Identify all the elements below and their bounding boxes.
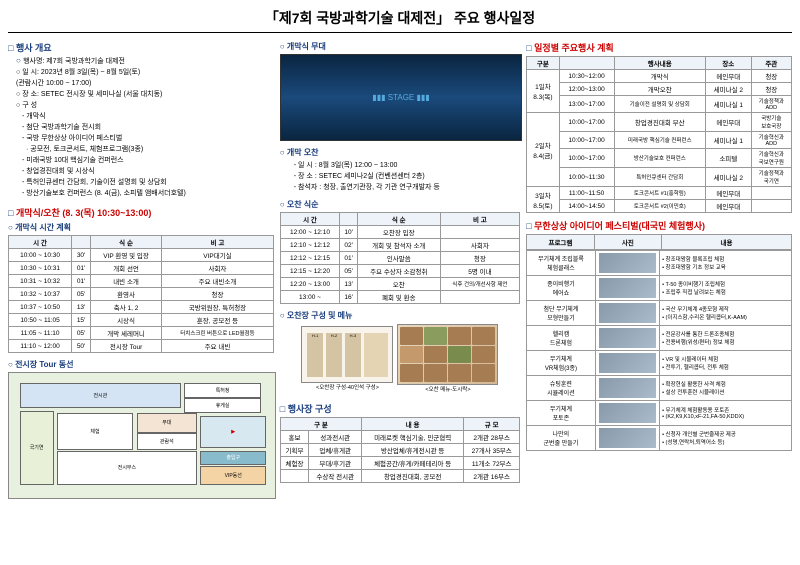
table-row: 11:05 ~ 11:1005′개막 세레머니터치스크린 버튼으로 LED월점등 bbox=[9, 327, 274, 340]
schedule-title: 일정별 주요행사 계획 bbox=[526, 41, 792, 54]
table-row: 12:00 ~ 12:1010′오찬장 입장 bbox=[280, 226, 519, 239]
venue-title: 행사장 구성 bbox=[280, 402, 520, 415]
schedule-table: 구분행사내용장소주관 1일차 8.3(목)10:30~12:00개막식메인무대청… bbox=[526, 56, 792, 213]
table-row: 12:00~13:00개막오찬세미나실 2청장 bbox=[527, 83, 792, 96]
table-row: 10:37 ~ 10:5013′축사 1, 2국방위원장, 특허청장 bbox=[9, 301, 274, 314]
component: 특허인큐센터 간담회, 기술이전 설명회 및 상담회 bbox=[22, 177, 274, 187]
lunch-title: 개막 오찬 bbox=[280, 147, 520, 158]
festival-row: 슈팅훈련 시뮬레이션• 확장현실 활용한 사격 체험• 설상 전투훈련 시뮬레이… bbox=[526, 376, 792, 401]
festival-row: 무기체계 포토존• 무기체계 체험활동용 포토존• (K2,K9,K10,xF-… bbox=[526, 401, 792, 426]
table-row: 10:30 ~ 10:3101′개회 선언사회자 bbox=[9, 262, 274, 275]
festival-row: 무기체계 조립블록 체험클래스• 창조대왕함 블록조립 체험• 창조대왕함 기초… bbox=[526, 250, 792, 276]
overview-item: 행사명: 제7회 국방과학기술 대제전 bbox=[16, 56, 274, 66]
table-row: 기획부업체/휴게관방산업체/휴게전시관 등27개사 35부스 bbox=[280, 444, 519, 457]
table-row: 1일차 8.3(목)10:30~12:00개막식메인무대청장 bbox=[527, 70, 792, 83]
table-row: 10:00~17:00방산기술보호 컨퍼런스소피텔기술혁신과 국보연구원 bbox=[527, 149, 792, 168]
floor-map: 전시관 특허청 휴게실 국기연 체험 무대 관람석 ▶ 전시부스 출입구 VIP… bbox=[8, 372, 276, 499]
festival-row: 종이비행기 에어쇼• T-50 종이비행기 조립체험• 조립후 직접 날려보는 … bbox=[526, 276, 792, 301]
lunch-info: 일 시 : 8월 3일(목) 12:00 ~ 13:00 bbox=[294, 160, 520, 170]
main-title: 「제7회 국방과학기술 대제전」 주요 행사일정 bbox=[8, 8, 792, 33]
opening-title: □ 개막식/오찬 (8. 3(목) 10:30~13:00) bbox=[8, 206, 274, 219]
table-row: 12:15 ~ 12:2005′주요 수상자 소감청취5명 이내 bbox=[280, 265, 519, 278]
table-row: 10:00 ~ 10:3030′VIP 환영 및 입장VIP대기실 bbox=[9, 249, 274, 262]
table-row: 수상작 전시관창업경진대회, 공모전2개관 16부스 bbox=[280, 470, 519, 483]
component: 개막식 bbox=[22, 111, 274, 121]
table-row: 11:10 ~ 12:0050′전시장 Tour주요 내빈 bbox=[9, 340, 274, 353]
component: 미래국방 10대 핵심기술 컨퍼런스 bbox=[22, 155, 274, 165]
component: 방산기술보호 컨퍼런스 (8. 4(금), 소피텔 앰배서더호텔) bbox=[22, 188, 274, 198]
table-row: 홍보성과전시관미래로켓 핵심기술, 민군협력2개관 28부스 bbox=[280, 431, 519, 444]
stage-title: 개막식 무대 bbox=[280, 41, 520, 52]
festival-rows: 무기체계 조립블록 체험클래스• 창조대왕함 블록조립 체험• 창조대왕함 기초… bbox=[526, 250, 792, 451]
festival-row: 무기체계 VR체험(3종)• VR 및 시뮬레이터 체험• 전투기, 헬리콥터,… bbox=[526, 351, 792, 376]
lunch-info: 장 소 : SETEC 세미나2실 (컨벤션센터 2층) bbox=[294, 171, 520, 181]
overview-item: (관람시간 10:00 ~ 17:00) bbox=[16, 78, 274, 88]
table-row: 3일차 8.5(토)11:00~11:50토크콘서트 #1(홍학림)메인무대 bbox=[527, 187, 792, 200]
table-row: 12:12 ~ 12:1501′인사말씀청장 bbox=[280, 252, 519, 265]
food-images: H-1 H-2 H-3 <오찬장 구성-40인석 구성> <오찬 메뉴-도시락> bbox=[280, 324, 520, 393]
table-row: 체험장부대/후기관체험공간/휴게/카페테리아 등11개소 72부스 bbox=[280, 457, 519, 470]
component: 첨단 국방과학기술 전시회 bbox=[22, 122, 274, 132]
table-row: 13:00~17:00기술이전 설명회 및 상담회세미나실 1기술정책과 ADD bbox=[527, 96, 792, 113]
overview-item: ○ 일 시: 2023년 8월 3일(목) ~ 8월 5일(토) bbox=[16, 67, 274, 77]
component: 국방 무한상상 아이디어 페스티벌 bbox=[22, 133, 274, 143]
opening-table: 시 간식 순비 고 10:00 ~ 10:3030′VIP 환영 및 입장VIP… bbox=[8, 235, 274, 353]
festival-row: 첨단 무기체계 모형만들기• 국산 무기체계 4종모형 제작• (이지스함,수리… bbox=[526, 301, 792, 326]
lunch-table: 시 간식 순비 고 12:00 ~ 12:1010′오찬장 입장 12:10 ~… bbox=[280, 212, 520, 304]
table-row: 10:50 ~ 11:0515′시상식훈장, 공모전 등 bbox=[9, 314, 274, 327]
component: 창업경진대회 및 시상식 bbox=[22, 166, 274, 176]
table-row: 13:00 ~16′폐회 및 환송 bbox=[280, 291, 519, 304]
tour-title: 전시장 Tour 동선 bbox=[8, 359, 274, 370]
table-row: 10:00~17:00미래국방 핵심기술 컨퍼런스세미나실 1기술혁신과 ADD bbox=[527, 132, 792, 149]
table-row: 2일차 8.4(금)10:00~17:00창업경진대회 부산메인무대국방기술 보… bbox=[527, 113, 792, 132]
menu-title: 오찬장 구성 및 메뉴 bbox=[280, 310, 520, 321]
overview-item: ○ 장 소: SETEC 전시장 및 세미나실 (서울 대치동) bbox=[16, 89, 274, 99]
table-row: 12:20 ~ 13:0013′오찬식후 건의/개선사항 제언 bbox=[280, 278, 519, 291]
overview-item: ○ 구 성 bbox=[16, 100, 274, 110]
table-row: 10:31 ~ 10:3201′내빈 소개주요 내빈소개 bbox=[9, 275, 274, 288]
table-row: 14:00~14:50토크콘서트 #2(이민호)메인무대 bbox=[527, 200, 792, 213]
venue-table: 구 분내 용규 모 홍보성과전시관미래로켓 핵심기술, 민군협력2개관 28부스… bbox=[280, 417, 520, 483]
festival-row: 헬리캠 드론체험• 전문강사를 통한 드론조종체험• 전용비행(위성/편터) 정… bbox=[526, 326, 792, 351]
lunch-order: 오찬 식순 bbox=[280, 199, 520, 210]
component: 공모전, 토크콘서트, 체험프로그램(3종) bbox=[26, 144, 274, 154]
opening-plan: 개막식 시간 계획 bbox=[8, 222, 274, 233]
table-row: 10:32 ~ 10:3705′환영사청장 bbox=[9, 288, 274, 301]
table-row: 12:10 ~ 12:1202′개회 및 참석자 소개사회자 bbox=[280, 239, 519, 252]
festival-title: 무한상상 아이디어 페스티벌(대국민 체험행사) bbox=[526, 219, 792, 232]
festival-row: 나만의 군번줄 만들기• 신청자 개인별 군번줄제공 제공• (성명,연락처,퇴… bbox=[526, 426, 792, 451]
overview-title: 행사 개요 bbox=[8, 41, 274, 54]
lunch-info: 참석자 : 청장, 출연기관장, 각 기관 연구개발자 등 bbox=[294, 182, 520, 192]
table-row: 10:00~11:30특허인큐센터 간담회세미나실 2기술정책과 국기연 bbox=[527, 168, 792, 187]
stage-image: ▮▮▮ STAGE ▮▮▮ bbox=[280, 54, 522, 141]
